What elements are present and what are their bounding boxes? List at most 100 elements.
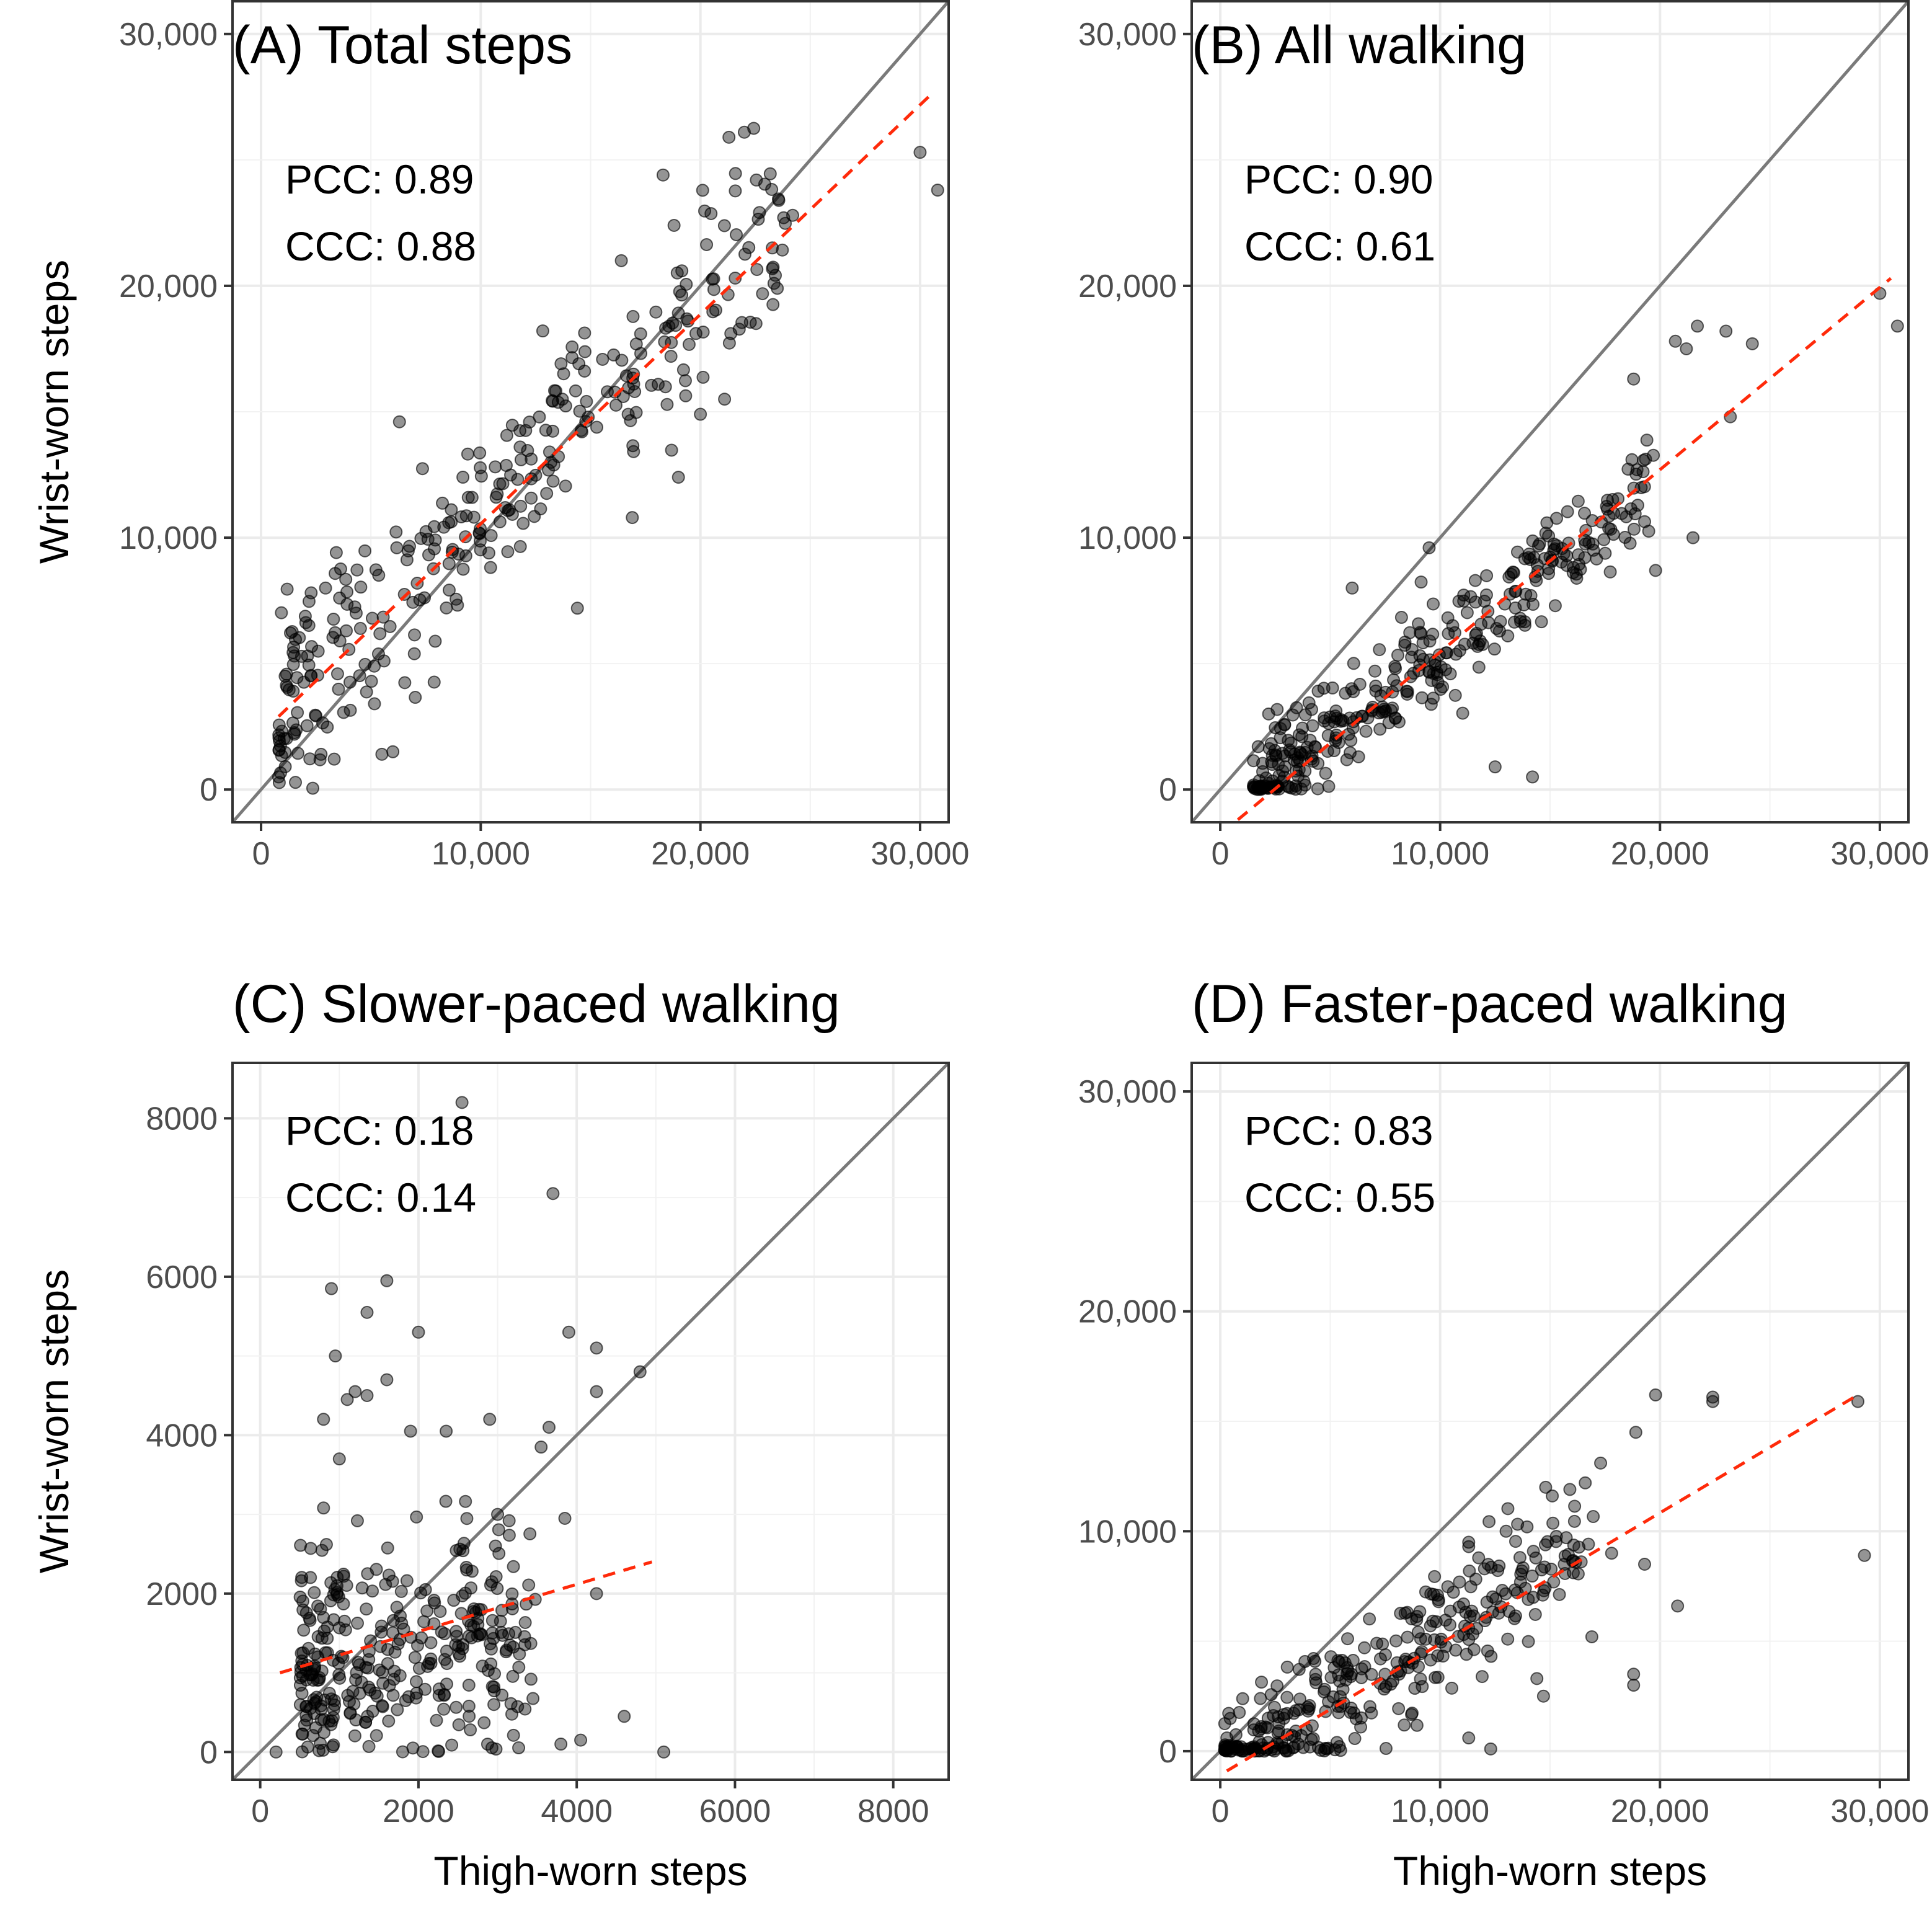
- data-point: [742, 241, 756, 254]
- data-point: [1379, 1742, 1393, 1756]
- data-point: [649, 305, 663, 319]
- data-point: [273, 766, 287, 779]
- data-point: [913, 146, 927, 159]
- y-tick-label: 0: [1159, 1734, 1177, 1770]
- data-point: [675, 264, 689, 278]
- data-point: [676, 363, 690, 376]
- data-point: [381, 1643, 394, 1656]
- data-point: [569, 384, 582, 397]
- data-point: [1379, 1680, 1393, 1694]
- data-point: [931, 184, 944, 197]
- data-point: [1256, 757, 1269, 770]
- data-point: [546, 424, 559, 438]
- data-point: [1625, 453, 1639, 466]
- data-point: [383, 619, 397, 633]
- data-point: [1290, 701, 1303, 714]
- data-point: [1428, 1570, 1442, 1583]
- y-axis-title: Wrist-worn steps: [31, 1269, 77, 1573]
- y-tick-label: 10,000: [1078, 1514, 1177, 1550]
- data-point: [1546, 1516, 1560, 1530]
- data-point: [484, 1642, 498, 1656]
- identity-line: [1192, 1, 1908, 822]
- data-point: [487, 1684, 501, 1698]
- data-point: [1480, 569, 1494, 582]
- data-point: [658, 380, 672, 394]
- data-point: [285, 625, 299, 639]
- x-tick-label: 30,000: [1830, 836, 1929, 872]
- data-point: [280, 678, 293, 692]
- data-point: [317, 1413, 330, 1426]
- panel-title: (A) Total steps: [233, 16, 572, 75]
- data-point: [500, 429, 513, 442]
- data-point: [1229, 1728, 1243, 1741]
- data-point: [580, 394, 593, 408]
- data-point: [765, 182, 779, 196]
- x-tick-label: 6000: [699, 1793, 771, 1829]
- data-point: [1515, 1564, 1528, 1578]
- data-point: [730, 228, 743, 241]
- data-point: [304, 1668, 318, 1682]
- data-point: [370, 1563, 383, 1576]
- data-point: [1558, 1549, 1572, 1563]
- data-point: [1509, 1609, 1522, 1623]
- data-point: [1719, 324, 1733, 338]
- data-point: [1522, 1635, 1535, 1648]
- data-point: [275, 749, 288, 763]
- data-point: [1287, 1741, 1301, 1754]
- data-point: [1458, 637, 1471, 651]
- data-point: [495, 1604, 509, 1617]
- data-point: [1460, 1648, 1473, 1661]
- data-point: [1456, 706, 1469, 720]
- data-point: [428, 533, 442, 547]
- data-point: [456, 471, 470, 484]
- data-point: [437, 520, 451, 534]
- data-point: [334, 562, 347, 575]
- data-point: [1276, 764, 1290, 778]
- data-point: [505, 1587, 519, 1601]
- data-point: [696, 370, 710, 384]
- data-point: [1271, 1726, 1285, 1740]
- data-point: [269, 1745, 283, 1759]
- y-tick-label: 20,000: [1078, 1294, 1177, 1330]
- data-point: [398, 676, 412, 690]
- data-point: [386, 745, 400, 758]
- data-point: [339, 572, 353, 586]
- data-point: [1511, 1517, 1525, 1531]
- data-point: [671, 471, 685, 484]
- x-tick-label: 0: [1212, 836, 1230, 872]
- data-point: [382, 1714, 396, 1728]
- data-point: [1462, 1535, 1476, 1549]
- data-point: [412, 1325, 425, 1339]
- data-point: [507, 1560, 520, 1573]
- data-point: [777, 211, 791, 224]
- data-point: [1460, 606, 1474, 619]
- data-point: [1333, 1674, 1347, 1688]
- data-point: [542, 1421, 556, 1434]
- data-point: [1414, 1672, 1427, 1686]
- data-point: [416, 1745, 430, 1759]
- data-point: [1339, 686, 1352, 700]
- data-point: [1394, 1607, 1407, 1620]
- data-point: [374, 1619, 388, 1633]
- data-point: [1439, 1640, 1453, 1653]
- data-point: [1472, 660, 1486, 674]
- data-point: [1544, 1562, 1558, 1576]
- ccc-annotation: CCC: 0.14: [285, 1175, 476, 1220]
- data-point: [386, 1689, 400, 1702]
- data-point: [1401, 1630, 1414, 1644]
- data-point: [1649, 564, 1662, 577]
- data-point: [671, 306, 685, 320]
- data-point: [275, 724, 289, 738]
- data-point: [590, 1341, 603, 1355]
- data-point: [375, 747, 389, 761]
- data-point: [456, 562, 470, 576]
- data-point: [329, 546, 343, 559]
- data-point: [536, 324, 549, 338]
- data-point: [499, 501, 512, 515]
- data-point: [440, 1645, 453, 1658]
- data-point: [1549, 1530, 1563, 1543]
- data-point: [1472, 1551, 1486, 1565]
- data-point: [1218, 1717, 1231, 1731]
- data-point: [1429, 1671, 1442, 1684]
- data-point: [462, 1699, 476, 1713]
